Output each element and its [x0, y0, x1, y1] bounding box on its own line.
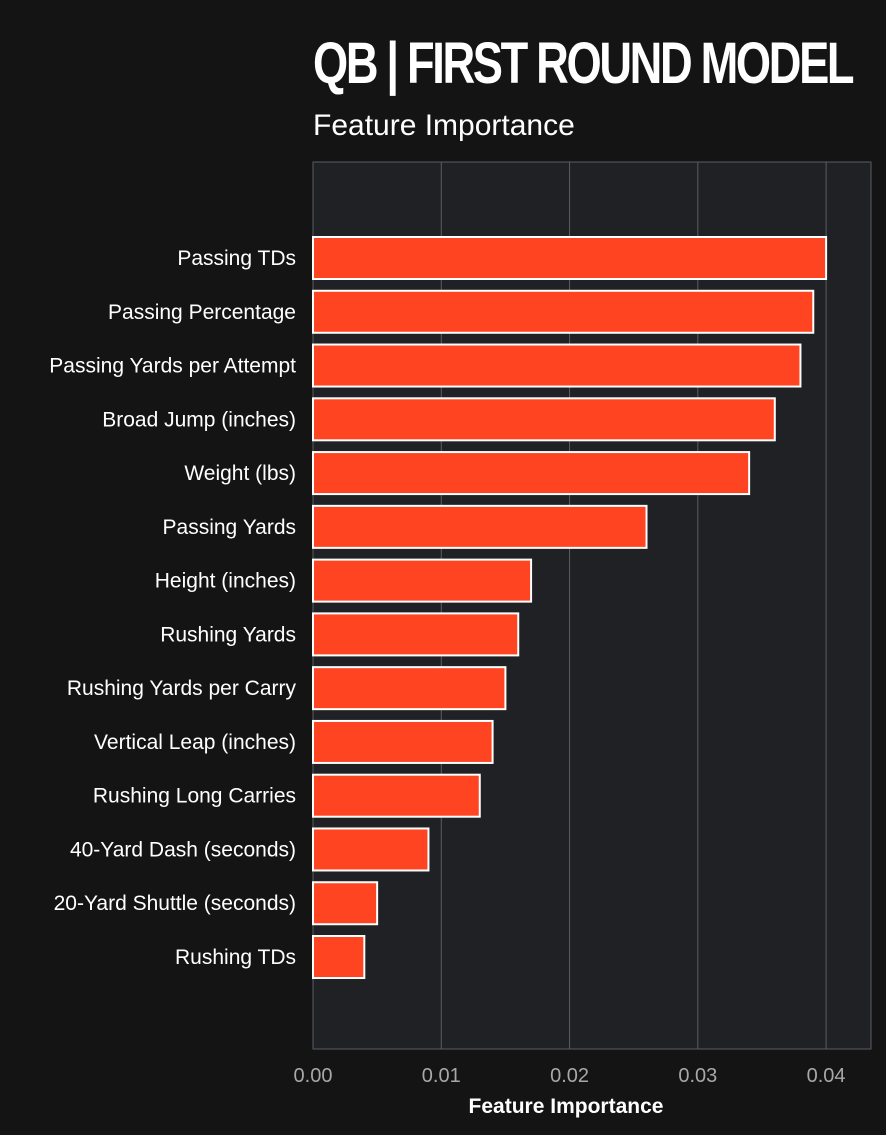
category-labels: Passing TDs Passing Percentage Passing Yar…: [49, 247, 296, 969]
bars: [312, 236, 828, 980]
bar: [312, 881, 379, 926]
bar: [312, 504, 648, 549]
category-label: 20-Yard Shuttle (seconds): [54, 892, 296, 915]
x-tick-label: 0.02: [550, 1065, 589, 1087]
chart-subtitle: Feature Importance: [313, 109, 575, 142]
category-label: Rushing Long Carries: [93, 785, 296, 808]
bar: [312, 935, 366, 980]
category-label: Weight (lbs): [184, 462, 296, 485]
x-tick-label: 0.04: [807, 1065, 846, 1087]
category-label: Rushing TDs: [175, 946, 296, 969]
category-label: Passing Percentage: [108, 301, 296, 324]
category-label: Height (inches): [155, 570, 296, 593]
bar: [312, 397, 776, 442]
x-tick-label: 0.03: [678, 1065, 717, 1087]
category-label: Passing TDs: [177, 247, 296, 270]
bar: [312, 236, 828, 280]
bar: [312, 558, 533, 603]
chart-title: QB | FIRST ROUND MODEL: [313, 31, 855, 96]
x-tick-label: 0.01: [422, 1065, 461, 1087]
category-label: Passing Yards per Attempt: [49, 355, 296, 378]
category-label: 40-Yard Dash (seconds): [70, 838, 296, 861]
bar: [312, 719, 494, 764]
bar: [312, 827, 430, 872]
bar: [312, 773, 481, 818]
category-label: Rushing Yards: [160, 623, 296, 646]
x-tick-label: 0.00: [294, 1065, 333, 1087]
category-label: Vertical Leap (inches): [94, 731, 296, 754]
category-label: Passing Yards: [163, 516, 296, 539]
bar: [312, 666, 507, 711]
category-label: Broad Jump (inches): [102, 408, 296, 431]
bar: [312, 343, 802, 388]
x-tick-labels: 0.00 0.01 0.02 0.03 0.04: [294, 1065, 846, 1087]
category-label: Rushing Yards per Carry: [67, 677, 297, 700]
bar: [312, 612, 520, 657]
bar: [312, 289, 815, 334]
bar: [312, 451, 751, 496]
x-axis-label: Feature Importance: [469, 1095, 664, 1118]
